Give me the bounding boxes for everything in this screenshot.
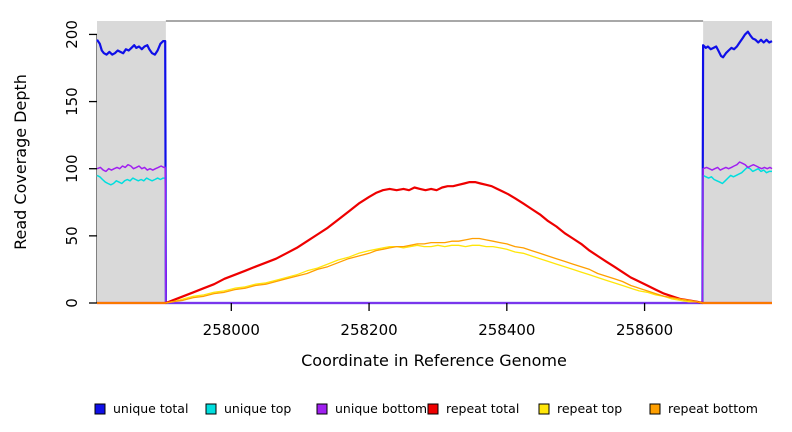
legend-swatch-unique-total [94, 403, 106, 415]
series-layer [96, 30, 773, 305]
legend-label: repeat bottom [668, 401, 758, 416]
y-tick-label: 150 [63, 87, 81, 116]
y-axis-title: Read Coverage Depth [11, 74, 30, 250]
legend-label: repeat top [557, 401, 622, 416]
series-repeat-bottom [97, 237, 772, 304]
x-tick-label: 258200 [340, 321, 397, 339]
axis-base-layer [96, 34, 772, 304]
shaded-region [97, 21, 166, 303]
x-tick-label: 258600 [616, 321, 673, 339]
series-repeat-total [97, 181, 772, 305]
legend-label: repeat total [446, 401, 519, 416]
legend-layer: unique total unique top unique bottom repea… [94, 401, 758, 416]
series-unique-total [96, 30, 773, 305]
series-unique-bottom [96, 161, 773, 304]
legend-swatch-repeat-total [427, 403, 439, 415]
y-tick-label: 200 [63, 20, 81, 49]
legend-item: unique top [205, 401, 291, 416]
legend-item: unique total [94, 401, 188, 416]
legend-item: repeat bottom [649, 401, 758, 416]
series-unique-top [96, 166, 772, 304]
legend-item: repeat total [427, 401, 519, 416]
legend-label: unique total [113, 401, 188, 416]
x-tick-label: 258000 [203, 321, 260, 339]
legend-item: unique bottom [316, 401, 427, 416]
legend-label: unique top [224, 401, 291, 416]
legend-item: repeat top [538, 401, 622, 416]
y-tick-label: 50 [63, 226, 81, 245]
x-axis-title: Coordinate in Reference Genome [301, 351, 567, 370]
legend-swatch-unique-bottom [316, 403, 328, 415]
legend-swatch-unique-top [205, 403, 217, 415]
x-tick-label: 258400 [478, 321, 535, 339]
legend-swatch-repeat-bottom [649, 403, 661, 415]
y-tick-label: 100 [63, 154, 81, 183]
legend-swatch-repeat-top [538, 403, 550, 415]
axis-ticks-layer: 258000 258200 258400 258600 0 50 100 150 200 [63, 20, 673, 339]
legend-label: unique bottom [335, 401, 427, 416]
shaded-regions-layer [97, 21, 772, 303]
shaded-region [703, 21, 772, 303]
y-tick-label: 0 [63, 298, 81, 308]
series-repeat-top [97, 244, 772, 304]
